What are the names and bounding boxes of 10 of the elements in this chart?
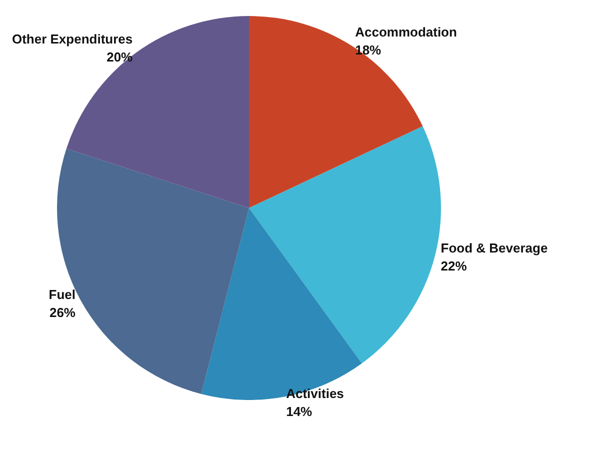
data-label: 14% — [286, 404, 313, 419]
slice-label: Fuel — [48, 286, 76, 302]
data-label: 26% — [49, 304, 76, 320]
slice-label: Accommodation — [355, 24, 457, 40]
data-label: 22% — [440, 258, 468, 274]
slice-label: Food & Beverage — [440, 240, 548, 256]
slice-label: Other Expenditures — [12, 31, 133, 46]
slice-label: Activities — [286, 386, 344, 401]
data-label: 20% — [106, 49, 134, 64]
data-label: 18% — [355, 42, 382, 58]
